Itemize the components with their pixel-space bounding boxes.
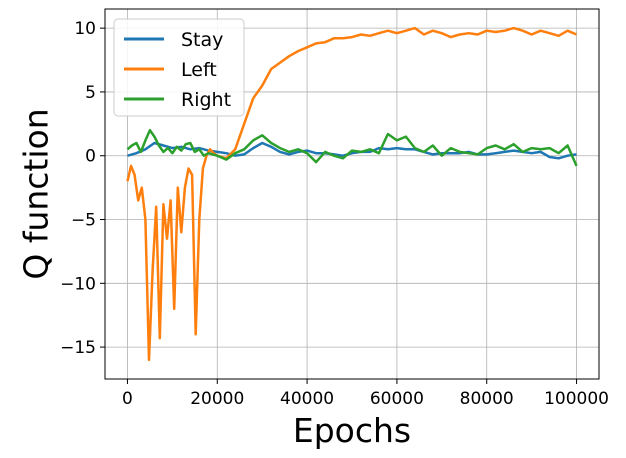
y-axis-label: Q function xyxy=(17,108,56,279)
x-tick-label: 80000 xyxy=(460,389,514,409)
legend: Stay Left Right xyxy=(113,18,245,117)
x-tick-label: 0 xyxy=(122,389,133,409)
y-tick-label: −15 xyxy=(60,338,96,358)
x-tick-label: 40000 xyxy=(280,389,334,409)
series-line-right xyxy=(126,128,578,167)
legend-label-left: Left xyxy=(181,59,217,81)
y-tick-label: 5 xyxy=(85,83,96,103)
series-line-stay xyxy=(127,141,577,160)
x-tick-label: 100000 xyxy=(544,389,609,409)
plot-frame xyxy=(104,8,600,380)
y-tick-label: 10 xyxy=(74,19,96,39)
ticks: 0 20000 40000 60000 80000 100000 10 5 0 −5 −10 −15 xyxy=(60,19,609,409)
x-axis-label: Epochs xyxy=(293,411,411,450)
legend-box xyxy=(113,18,245,117)
x-tick-label: 60000 xyxy=(370,389,424,409)
y-tick-label: 0 xyxy=(85,147,96,167)
series-layer xyxy=(126,26,578,362)
series-line-left xyxy=(126,26,577,362)
legend-label-right: Right xyxy=(181,89,231,111)
y-tick-label: −5 xyxy=(71,211,96,231)
x-tick-label: 20000 xyxy=(190,389,244,409)
y-tick-label: −10 xyxy=(60,274,96,294)
legend-label-stay: Stay xyxy=(181,29,223,51)
